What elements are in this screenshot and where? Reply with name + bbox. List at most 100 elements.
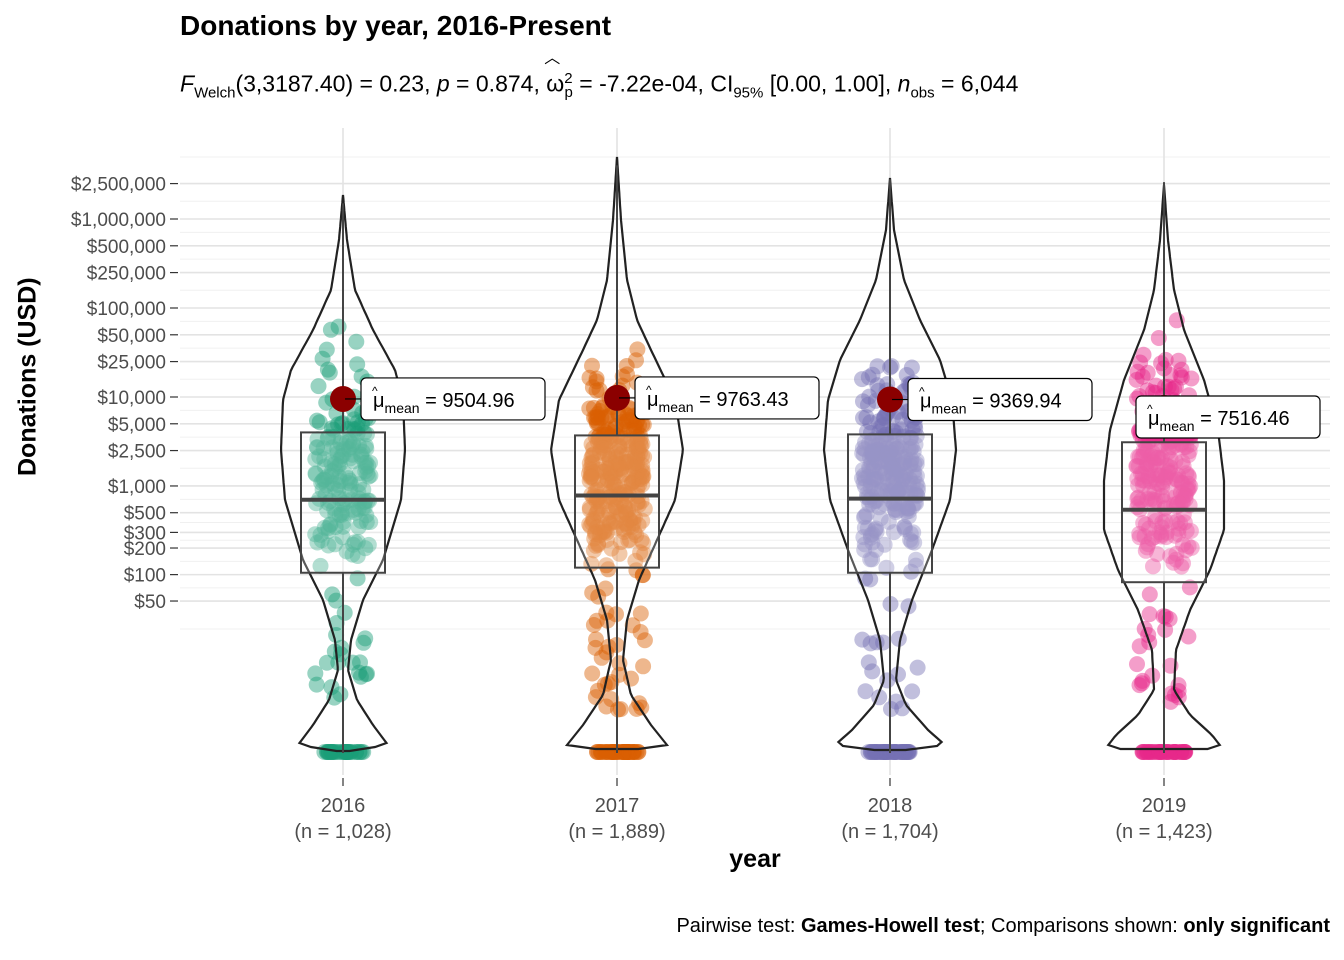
data-point (358, 666, 374, 683)
data-point (1142, 473, 1158, 490)
data-point (585, 617, 602, 633)
data-point (1157, 621, 1174, 638)
data-point (1130, 458, 1147, 475)
data-point (864, 496, 881, 513)
data-point (862, 551, 879, 568)
data-point (1182, 478, 1199, 495)
data-point (885, 474, 902, 491)
data-point (353, 446, 370, 463)
data-point (1147, 508, 1164, 525)
data-point (867, 451, 884, 468)
data-point (889, 484, 906, 501)
data-point (1170, 494, 1187, 511)
data-point (885, 524, 902, 541)
data-point (902, 457, 919, 474)
data-point (887, 504, 904, 521)
data-point (589, 408, 606, 425)
data-point (875, 744, 892, 760)
data-point (625, 509, 641, 526)
data-point (320, 744, 337, 760)
data-point (869, 358, 886, 375)
data-point (602, 515, 619, 532)
data-point (351, 437, 367, 454)
data-point (1178, 542, 1195, 559)
data-point (350, 484, 367, 501)
data-point (627, 470, 644, 487)
data-point (627, 458, 644, 475)
data-point (591, 527, 608, 544)
data-point (890, 462, 906, 479)
data-point (316, 458, 333, 475)
data-point (1131, 677, 1148, 694)
data-point (607, 420, 624, 437)
data-point (893, 456, 910, 473)
data-point (633, 532, 650, 549)
data-point (629, 480, 646, 497)
data-point (894, 484, 911, 501)
data-point (584, 665, 601, 682)
data-point (629, 494, 646, 511)
data-point (622, 512, 639, 529)
data-point (880, 513, 897, 530)
data-point (873, 442, 890, 459)
data-point (1150, 476, 1167, 493)
data-point (612, 701, 629, 718)
data-point (865, 457, 882, 474)
data-point (310, 378, 327, 395)
data-point (1152, 467, 1169, 484)
data-point (362, 454, 378, 471)
data-point (895, 471, 912, 488)
data-point (598, 644, 615, 661)
data-point (618, 446, 635, 463)
data-point (352, 513, 369, 529)
data-point (604, 469, 621, 486)
data-point (895, 429, 912, 445)
data-point (628, 352, 644, 369)
data-point (328, 592, 345, 609)
y-tick-label: $50,000 (97, 326, 166, 347)
data-point (1165, 744, 1182, 760)
data-point (593, 507, 610, 524)
data-point (617, 453, 634, 470)
data-point (595, 463, 612, 480)
data-point (349, 425, 366, 442)
y-tick-label: $25,000 (97, 353, 166, 374)
data-point (308, 676, 325, 693)
data-point (891, 439, 908, 455)
data-point (597, 580, 614, 597)
data-point (632, 624, 649, 640)
data-point (1136, 528, 1153, 545)
box (574, 434, 660, 569)
data-point (1174, 453, 1191, 470)
data-point (326, 643, 343, 660)
data-point (349, 356, 366, 373)
data-point (883, 358, 900, 375)
data-point (326, 461, 343, 478)
hat-accent: ^ (372, 384, 378, 398)
ci-value: [0.00, 1.00], (763, 70, 898, 97)
data-point (897, 448, 914, 465)
data-point (1182, 523, 1199, 539)
data-point (624, 617, 641, 634)
data-point (1140, 469, 1157, 486)
data-point (1180, 475, 1197, 492)
caption-shown: only significant (1183, 915, 1330, 937)
data-point (597, 437, 614, 454)
data-point (357, 463, 374, 480)
data-point (628, 527, 645, 544)
data-point (1139, 364, 1156, 381)
data-point (900, 598, 917, 615)
data-point (863, 445, 880, 462)
data-point (588, 415, 605, 432)
data-point (608, 519, 625, 536)
data-point (876, 444, 893, 461)
data-point (881, 449, 898, 466)
stat-sub: Welch (194, 84, 236, 102)
data-point (895, 427, 912, 444)
data-point (596, 463, 613, 480)
data-point (1159, 457, 1176, 474)
data-point (594, 524, 611, 541)
data-point (876, 453, 893, 469)
data-point (583, 465, 600, 482)
data-point (888, 440, 905, 457)
